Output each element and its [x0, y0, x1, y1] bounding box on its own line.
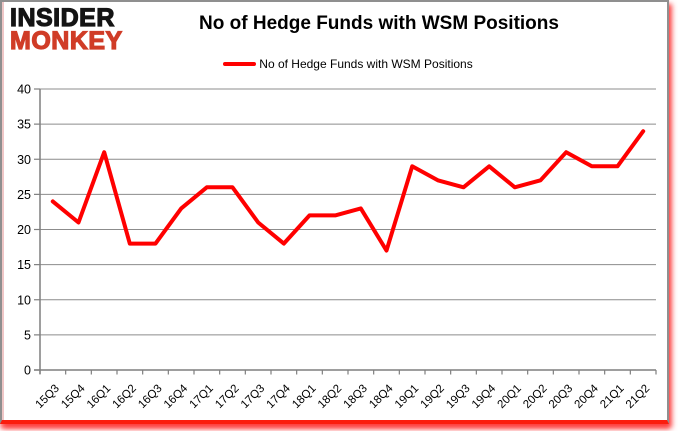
y-axis-tick-label: 20: [17, 223, 31, 237]
x-axis-tick-label: 15Q4: [59, 382, 88, 411]
x-axis-tick-label: 21Q1: [598, 383, 626, 411]
chart-title: No of Hedge Funds with WSM Positions: [199, 13, 559, 34]
x-axis-tick-label: 15Q3: [34, 383, 62, 411]
x-axis-tick-label: 16Q2: [111, 383, 139, 411]
y-axis-tick-label: 35: [17, 118, 31, 132]
x-axis-tick-label: 16Q1: [85, 383, 113, 411]
x-axis-tick-label: 16Q3: [136, 383, 164, 411]
x-axis-tick-label: 20Q4: [573, 382, 602, 411]
x-axis-tick-label: 17Q2: [213, 383, 241, 411]
x-axis-tick-label: 19Q1: [393, 383, 421, 411]
y-axis-tick-label: 30: [17, 153, 31, 167]
x-axis-tick-label: 17Q3: [239, 383, 267, 411]
y-axis-tick-label: 25: [17, 188, 31, 202]
x-axis-tick-label: 19Q4: [470, 382, 499, 411]
legend-line-swatch: [223, 62, 257, 66]
x-axis-tick-label: 16Q4: [162, 382, 191, 411]
x-axis-tick-label: 18Q4: [367, 382, 396, 411]
y-axis-tick-label: 40: [17, 83, 31, 97]
legend-label: No of Hedge Funds with WSM Positions: [259, 57, 473, 71]
y-axis-tick-label: 0: [24, 364, 31, 378]
x-axis-tick-label: 18Q2: [316, 383, 344, 411]
series-line: [50, 129, 646, 253]
x-axis-tick-label: 20Q2: [521, 383, 549, 411]
x-axis-tick-label: 19Q2: [419, 383, 447, 411]
x-axis-tick-label: 20Q1: [496, 383, 524, 411]
x-axis-tick-label: 21Q2: [624, 383, 652, 411]
x-axis-tick-label: 17Q4: [265, 382, 294, 411]
y-axis-tick-label: 5: [24, 328, 31, 342]
x-axis-tick-label: 18Q3: [342, 383, 370, 411]
insider-monkey-logo: INSIDER MONKEY: [9, 4, 123, 55]
x-axis-tick-label: 19Q3: [444, 383, 472, 411]
logo-insider-text: INSIDER: [9, 4, 115, 32]
y-axis-tick-label: 15: [17, 258, 31, 272]
x-axis-tick-label: 18Q1: [290, 383, 318, 411]
legend: No of Hedge Funds with WSM Positions: [40, 56, 656, 72]
x-axis-tick-label: 20Q3: [547, 383, 575, 411]
logo-monkey-text: MONKEY: [9, 27, 123, 55]
x-axis-tick-label: 17Q1: [188, 383, 216, 411]
y-axis-tick-label: 10: [17, 293, 31, 307]
